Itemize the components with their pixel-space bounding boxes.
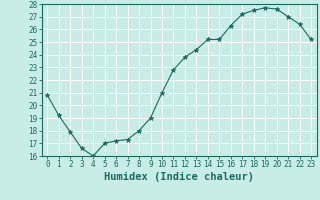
X-axis label: Humidex (Indice chaleur): Humidex (Indice chaleur) — [104, 172, 254, 182]
